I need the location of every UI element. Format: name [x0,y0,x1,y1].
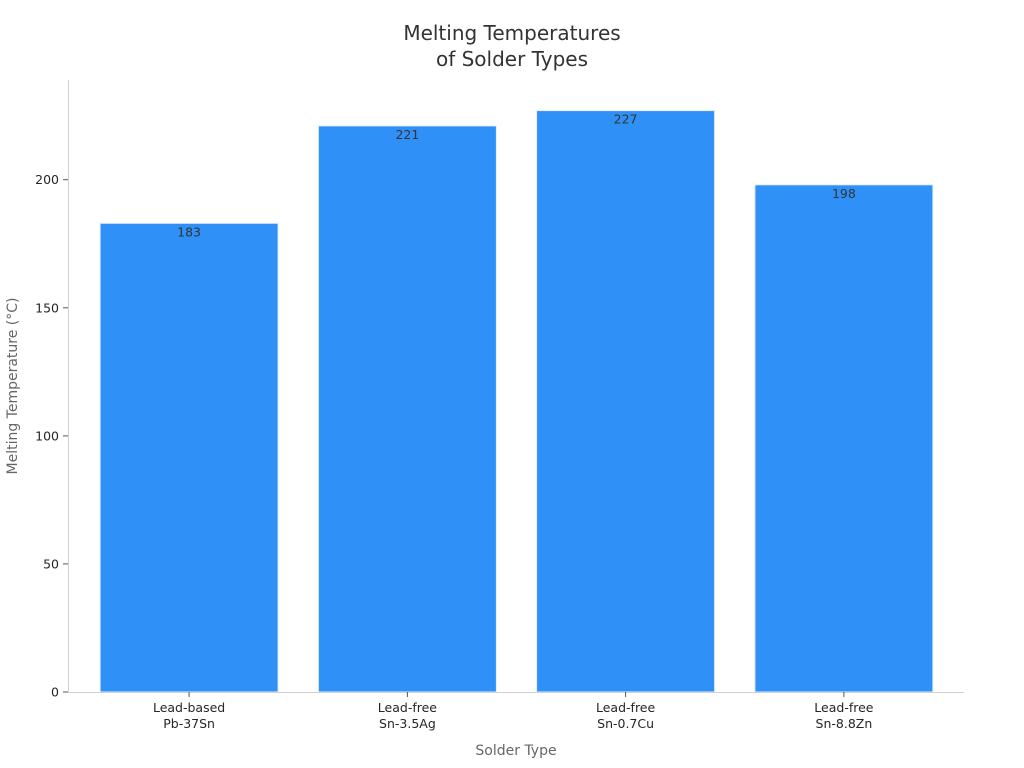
x-tick-label-line: Lead-free [378,700,437,715]
y-tick-label: 200 [35,172,59,187]
x-tick-label-line: Sn-0.7Cu [597,716,654,731]
bar-value-label: 183 [177,224,201,239]
x-tick-label: Lead-free Sn-8.8Zn [814,700,873,731]
bar [754,184,934,693]
bar [317,125,497,693]
x-tick-label-line: Sn-3.5Ag [379,716,436,731]
chart-title-line-1: Melting Temperatures [403,21,620,45]
x-tick-label: Lead-free Sn-3.5Ag [378,700,437,731]
x-tick-label-line: Pb-37Sn [163,716,215,731]
chart-title-line-2: of Solder Types [436,47,588,71]
x-tick-label: Lead-free Sn-0.7Cu [596,700,655,731]
bar [536,110,716,693]
x-axis-label: Solder Type [475,743,556,759]
y-tick-label: 100 [35,428,59,443]
x-tick-label-line: Lead-free [814,700,873,715]
bar-value-label: 227 [614,112,638,127]
x-tick-label-line: Sn-8.8Zn [816,716,873,731]
bar [99,222,279,693]
y-tick-label: 50 [43,556,59,571]
y-ticks-group: 0 50 100 150 200 [35,172,68,700]
data-labels-group: 183 221 227 198 [177,112,856,240]
y-tick-label: 150 [35,300,59,315]
x-tick-label: Lead-based Pb-37Sn [153,700,225,731]
x-tick-label-line: Lead-based [153,700,225,715]
bars-group [99,110,934,693]
x-tick-label-line: Lead-free [596,700,655,715]
bar-value-label: 221 [395,127,419,142]
bar-value-label: 198 [832,186,856,201]
y-tick-label: 0 [51,685,59,700]
y-axis-label: Melting Temperature (°C) [5,297,21,474]
